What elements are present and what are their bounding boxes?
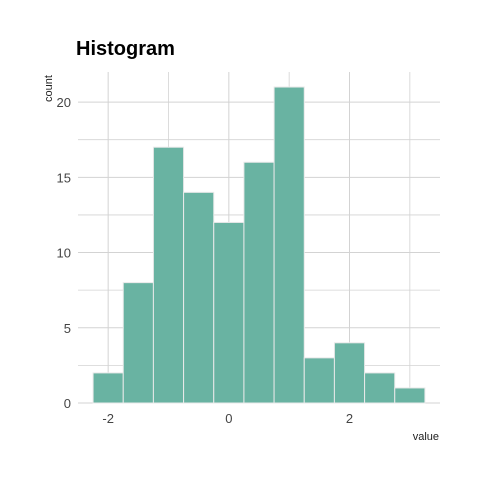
histogram-bar-3	[152, 146, 185, 404]
x-tick-label: -2	[102, 411, 114, 426]
histogram-bar-10	[364, 372, 396, 404]
y-tick-label: 5	[64, 321, 71, 336]
x-tick-labels: -2 0 2	[102, 411, 353, 426]
histogram-bar-11	[394, 387, 426, 404]
y-tick-label: 15	[57, 170, 71, 185]
bars	[92, 86, 426, 404]
y-tick-label: 10	[57, 246, 71, 261]
y-tick-labels: 0 5 10 15 20	[57, 95, 71, 411]
histogram-bar-7	[273, 86, 305, 404]
histogram-bar-8	[303, 357, 335, 404]
histogram-bar-4	[183, 191, 215, 404]
x-axis-label: value	[413, 431, 439, 443]
histogram-bar-5	[213, 221, 245, 404]
y-axis-label: count	[43, 75, 55, 102]
histogram-bar-2	[122, 282, 154, 404]
y-tick-label: 20	[57, 95, 71, 110]
histogram-bar-9	[333, 342, 366, 404]
x-tick-label: 0	[225, 411, 232, 426]
chart-title: Histogram	[76, 38, 175, 60]
histogram-bar-6	[243, 161, 275, 404]
histogram-bar-1	[92, 372, 124, 404]
y-tick-label: 0	[64, 396, 71, 411]
x-tick-label: 2	[346, 411, 353, 426]
